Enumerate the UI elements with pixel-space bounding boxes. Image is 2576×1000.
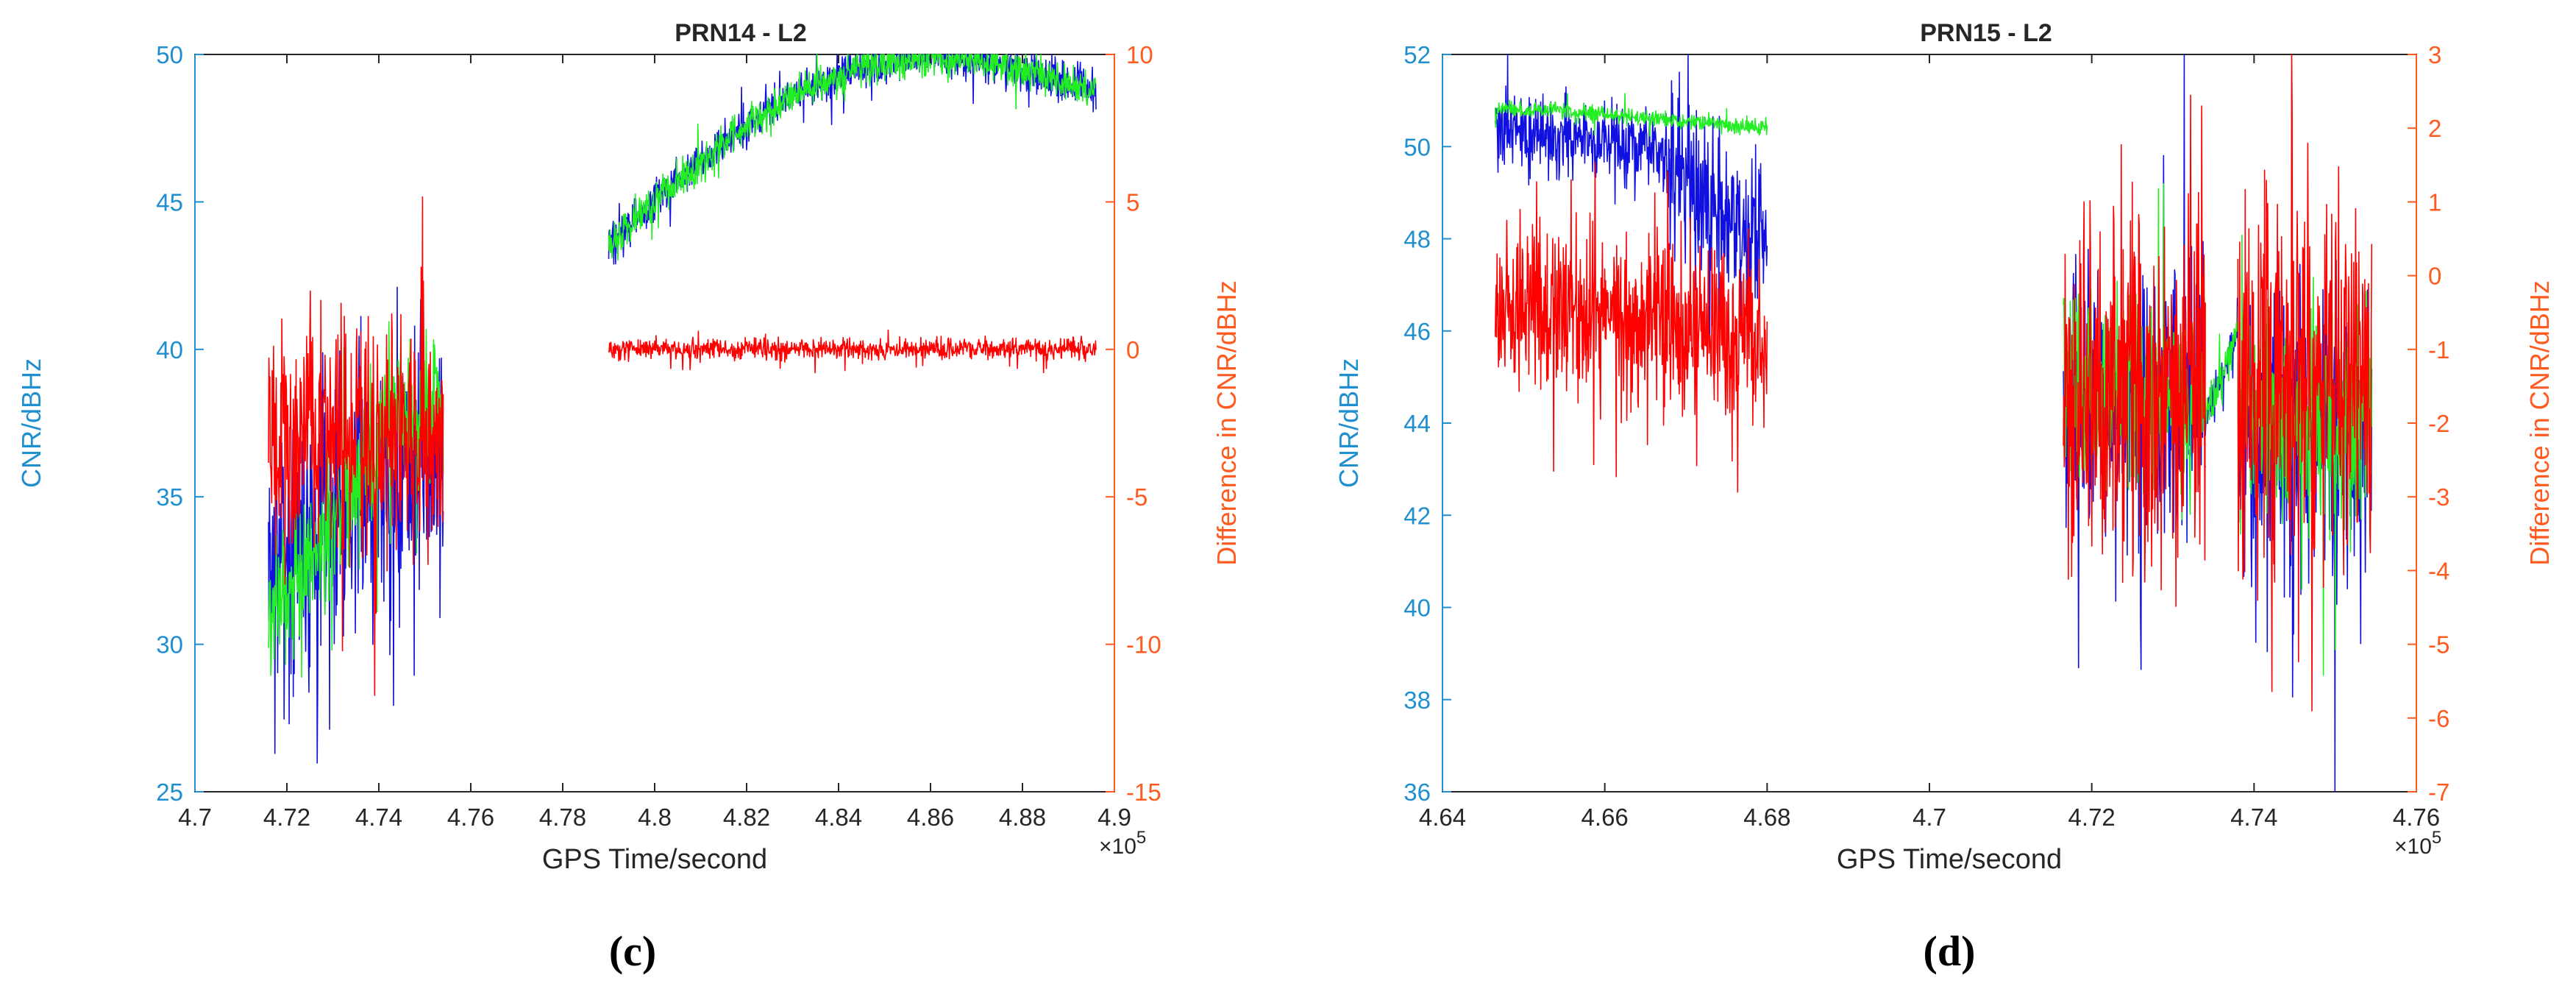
x-exponent-d: ×105 (2394, 828, 2441, 859)
chart-panel-c: PRN14 - L2 4.7 4.72 4.74 4.76 4.78 4.8 4.82 4.8… (16, 19, 1242, 975)
x-tick-label: 4.9 (1097, 804, 1131, 831)
y-right-tick-label: -15 (1126, 779, 1161, 806)
y-left-ticks-c: 25 30 35 40 45 50 (156, 41, 204, 806)
y-right-tick-label: 5 (1126, 188, 1139, 216)
x-tick-label: 4.64 (1419, 804, 1466, 831)
y-left-tick-label: 50 (1403, 133, 1431, 160)
x-tick-label: 4.78 (539, 804, 586, 831)
x-tick-label: 4.82 (723, 804, 770, 831)
x-tick-label: 4.7 (1913, 804, 1946, 831)
x-exponent-value-c: 5 (1136, 828, 1146, 848)
y-right-axis-label-c: Difference in CNR/dBHz (1211, 280, 1242, 565)
y-right-tick-label: 0 (1126, 336, 1139, 364)
y-right-ticks-d: -7 -6 -5 -4 -3 -2 -1 0 1 2 3 (2408, 41, 2449, 806)
x-exponent-c: ×105 (1099, 828, 1146, 859)
x-tick-label: 4.72 (2068, 804, 2116, 831)
y-right-tick-label: -10 (1126, 631, 1161, 659)
y-right-axis-label-d: Difference in CNR/dBHz (2525, 280, 2555, 565)
x-tick-label: 4.7 (178, 804, 212, 831)
y-right-tick-label: -1 (2428, 336, 2449, 364)
x-tick-label: 4.74 (2230, 804, 2277, 831)
y-right-tick-label: -4 (2428, 557, 2449, 584)
panel-label-d: (d) (1924, 927, 1976, 975)
series-red-segment (1494, 162, 1768, 493)
series-red-segment (268, 196, 444, 696)
y-left-axis-label-c: CNR/dBHz (16, 358, 46, 488)
x-exponent-value-d: 5 (2432, 828, 2441, 848)
y-right-tick-label: 1 (2428, 188, 2441, 216)
chart-title-d: PRN15 - L2 (1920, 19, 2052, 47)
series-green-segment (2205, 305, 2239, 424)
y-left-tick-label: 40 (1403, 595, 1431, 622)
y-right-ticks-c: -15 -10 -5 0 5 10 (1106, 41, 1161, 806)
y-left-tick-label: 38 (1403, 687, 1431, 714)
x-axis-label-c: GPS Time/second (542, 844, 767, 875)
x-tick-label: 4.88 (999, 804, 1046, 831)
y-right-tick-label: -3 (2428, 483, 2449, 511)
y-left-tick-label: 40 (156, 336, 183, 364)
y-left-axis-label-d: CNR/dBHz (1334, 358, 1364, 488)
chart-title-c: PRN14 - L2 (675, 19, 807, 47)
x-tick-label: 4.76 (2393, 804, 2440, 831)
series-red-segment (2063, 94, 2206, 607)
series-blue-segment (1494, 54, 1671, 208)
y-left-tick-label: 25 (156, 779, 183, 806)
y-left-ticks-d: 36 38 40 42 44 46 48 50 52 (1403, 41, 1451, 806)
y-left-tick-label: 50 (156, 41, 183, 68)
series-green-segment (608, 54, 1097, 261)
x-tick-label: 4.66 (1581, 804, 1629, 831)
x-axis-label-d: GPS Time/second (1837, 844, 2062, 875)
y-right-tick-label: 2 (2428, 115, 2441, 142)
y-left-tick-label: 44 (1403, 410, 1431, 437)
y-right-tick-label: -5 (2428, 631, 2449, 659)
series-blue-segment (2205, 297, 2239, 436)
series-red-line (1494, 54, 2373, 712)
y-left-tick-label: 48 (1403, 226, 1431, 253)
x-tick-label: 4.84 (815, 804, 862, 831)
x-tick-label: 4.8 (638, 804, 672, 831)
y-left-tick-label: 46 (1403, 318, 1431, 345)
y-left-tick-label: 36 (1403, 779, 1431, 806)
y-left-tick-label: 45 (156, 188, 183, 216)
y-right-tick-label: -6 (2428, 705, 2449, 732)
x-tick-label: 4.72 (263, 804, 310, 831)
y-left-tick-label: 52 (1403, 41, 1431, 68)
y-right-tick-label: 0 (2428, 263, 2441, 290)
y-right-tick-label: -2 (2428, 410, 2449, 437)
y-right-tick-label: 10 (1126, 41, 1153, 68)
x-tick-label: 4.68 (1743, 804, 1790, 831)
chart-panel-d: PRN15 - L2 4.64 4.66 4.68 4.7 4.72 4.74 4.76 3… (1334, 19, 2555, 975)
y-right-tick-label: -5 (1126, 483, 1148, 511)
y-left-tick-label: 30 (156, 631, 183, 659)
series-red-segment (608, 329, 1097, 374)
plot-area-c (268, 54, 1097, 764)
y-left-tick-label: 35 (156, 483, 183, 511)
x-tick-label: 4.86 (907, 804, 954, 831)
x-ticks-c: 4.7 4.72 4.74 4.76 4.78 4.8 4.82 4.84 4.86 4.88 4.… (178, 54, 1131, 831)
plot-area-d (1494, 54, 2373, 792)
y-right-tick-label: -7 (2428, 779, 2449, 806)
series-red-line (268, 196, 1097, 696)
series-green-segment (1494, 93, 1768, 137)
y-right-tick-label: 3 (2428, 41, 2441, 68)
series-blue-segment (608, 54, 1097, 265)
y-left-tick-label: 42 (1403, 502, 1431, 529)
series-red-segment (2237, 54, 2373, 712)
x-tick-label: 4.76 (447, 804, 494, 831)
panel-label-c: (c) (609, 927, 656, 975)
x-tick-label: 4.74 (355, 804, 402, 831)
